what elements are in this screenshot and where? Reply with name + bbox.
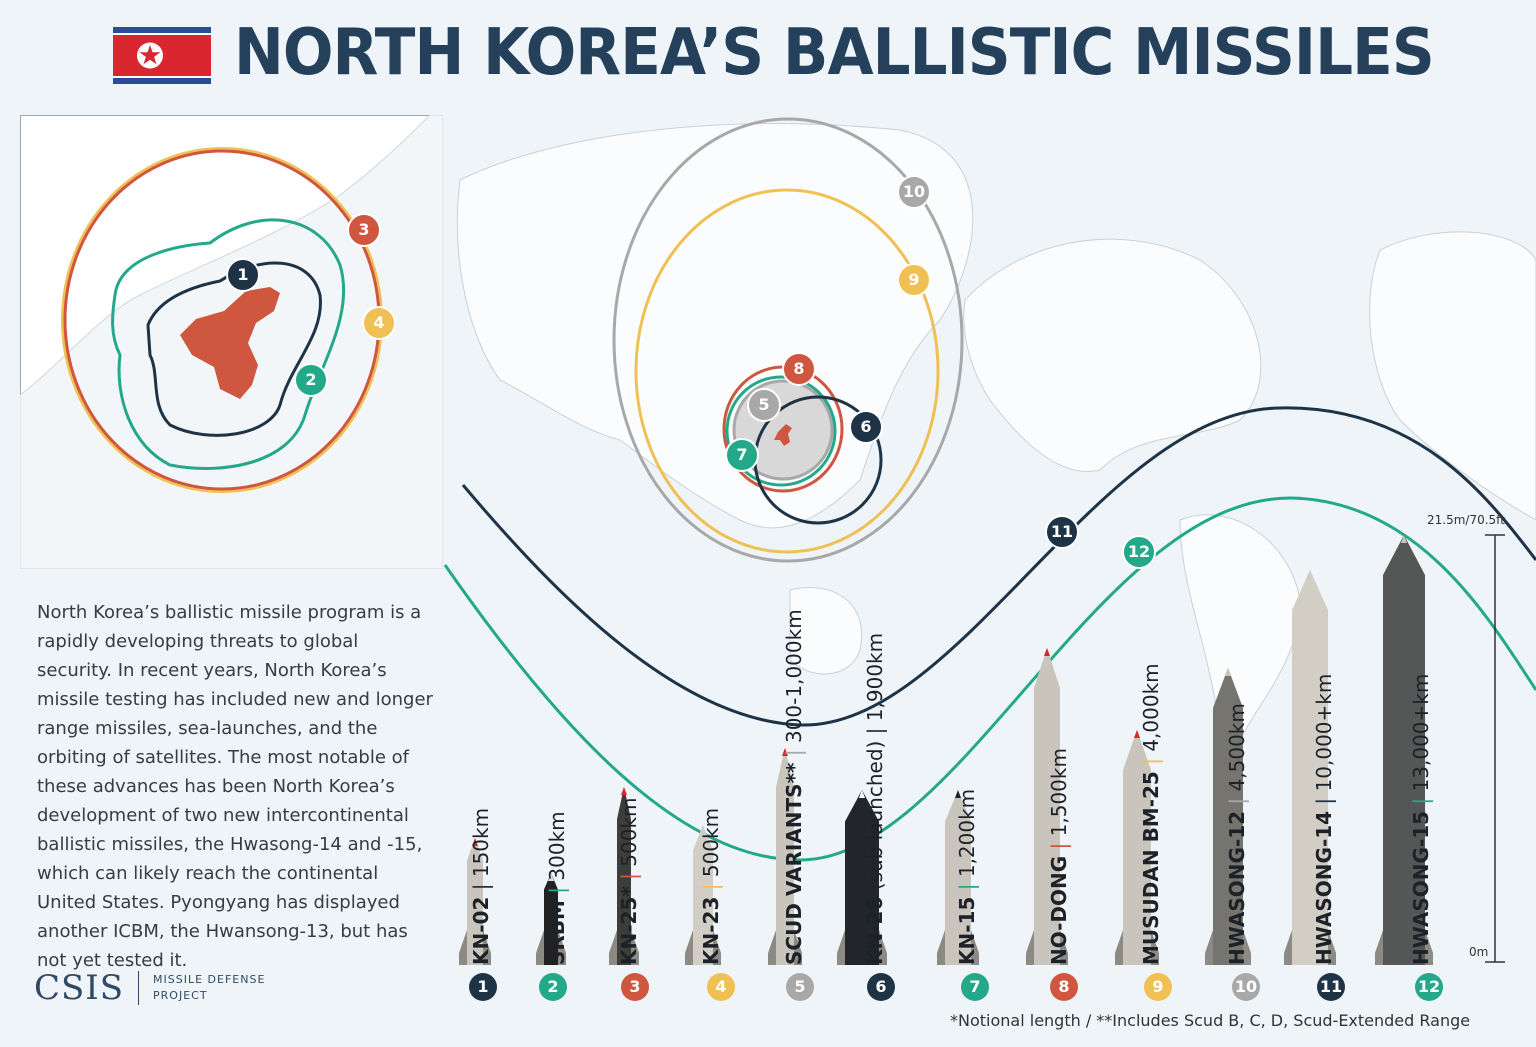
missile-8-shape	[1026, 648, 1068, 965]
map-marker-9: 9	[897, 263, 931, 297]
map-marker-11: 11	[1045, 515, 1079, 549]
map-marker-10: 10	[897, 175, 931, 209]
map-marker-12: 12	[1122, 535, 1156, 569]
missile-name: SRBM	[545, 900, 569, 965]
missile-1-shape	[459, 838, 491, 965]
missile-number-badge: 3	[621, 973, 649, 1001]
scale-bottom-label: 0m	[1469, 945, 1489, 959]
missile-range: 300-1,000km	[782, 609, 806, 744]
missile-number-badge: 7	[961, 973, 989, 1001]
inset-marker: 1	[226, 258, 260, 292]
scale-top-label: 21.5m/70.5ft	[1427, 513, 1505, 527]
missile-label: KN-26 (sub launched) | 1,900km	[863, 632, 887, 965]
north-korea-shape	[774, 424, 792, 446]
missile-label: SCUD VARIANTS** | 300-1,000km	[782, 609, 806, 965]
logo-name: CSIS	[34, 968, 125, 1008]
csis-logo: CSIS MISSILE DEFENSE PROJECT	[34, 968, 265, 1008]
missile-label: MUSUDAN BM-25 | 4,000km	[1139, 663, 1163, 965]
missile-number-badge: 12	[1415, 973, 1443, 1001]
missile-number-badge: 11	[1317, 973, 1345, 1001]
range-ring-9	[634, 188, 940, 554]
missile-label: KN-15 | 1,200km	[955, 788, 979, 965]
missile-number-badge: 5	[786, 973, 814, 1001]
missile-label: HWASONG-14 | 10,000+km	[1312, 673, 1336, 965]
continents	[456, 123, 1536, 749]
range-ring-10	[612, 117, 964, 563]
range-curve-11	[461, 406, 1536, 727]
missile-name: KN-25*	[617, 886, 641, 965]
range-ring-7	[725, 375, 837, 487]
missile-label: KN-23 | 500km	[699, 807, 723, 965]
missile-range: 500km	[617, 797, 641, 867]
missile-number-badge: 2	[539, 973, 567, 1001]
missile-range: 13,000+km	[1409, 673, 1433, 792]
inset-marker: 2	[294, 363, 328, 397]
north-korea-flag-icon	[113, 27, 211, 84]
page-title: NORTH KOREA’S BALLISTIC MISSILES	[234, 16, 1435, 90]
missile-number-badge: 1	[469, 973, 497, 1001]
missile-label: HWASONG-12 | 4,500km	[1225, 703, 1249, 965]
missile-label: HWASONG-15 | 13,000+km	[1409, 673, 1433, 965]
missile-range: 4,000km	[1139, 663, 1163, 752]
missile-name: HWASONG-12	[1225, 810, 1249, 965]
missile-name: KN-23	[699, 896, 723, 965]
missile-range: 500km	[699, 807, 723, 878]
map-marker-6: 6	[849, 410, 883, 444]
missile-label: KN-25* | 500km	[617, 797, 641, 965]
missile-4-shape	[685, 825, 721, 965]
missile-6-shape	[837, 790, 887, 965]
inset-korea-map	[20, 115, 443, 569]
missile-label: NO-DONG | 1,500km	[1047, 748, 1071, 965]
missile-5-shape	[768, 748, 802, 965]
missile-name: KN-02	[469, 896, 493, 965]
missile-2-shape	[536, 873, 566, 965]
map-marker-7: 7	[725, 438, 759, 472]
missile-number-badge: 8	[1050, 973, 1078, 1001]
missile-label: KN-02 | 150km	[469, 807, 493, 965]
missile-name: HWASONG-15	[1409, 810, 1433, 965]
missile-range: 10,000+km	[1312, 673, 1336, 792]
map-marker-5: 5	[747, 388, 781, 422]
missile-name: KN-15	[955, 896, 979, 965]
missile-range: 4,500km	[1225, 703, 1249, 792]
missile-11-shape	[1284, 570, 1336, 965]
missile-name: MUSUDAN BM-25	[1139, 771, 1163, 965]
footnote: *Notional length / **Includes Scud B, C,…	[950, 1011, 1471, 1030]
missile-label: SRBM | 300km	[545, 811, 569, 965]
range-curve-12	[443, 496, 1536, 862]
missile-name: NO-DONG	[1047, 855, 1071, 965]
missile-number-badge: 4	[707, 973, 735, 1001]
missile-range: 150km	[469, 807, 493, 878]
logo-line1: MISSILE DEFENSE	[153, 973, 266, 986]
missile-7-shape	[937, 790, 979, 965]
missile-range: 1,200km	[955, 788, 979, 878]
missile-3-shape	[609, 787, 639, 965]
map-marker-8: 8	[782, 352, 816, 386]
north-korea-shape	[180, 287, 280, 399]
inset-marker: 3	[347, 213, 381, 247]
inset-ring-2	[111, 218, 346, 470]
description-text: North Korea’s ballistic missile program …	[37, 602, 433, 971]
logo-line2: PROJECT	[153, 989, 208, 1002]
missile-note: (sub launched)	[863, 740, 887, 891]
missile-number-badge: 9	[1144, 973, 1172, 1001]
missile-number-badge: 6	[867, 973, 895, 1001]
missile-10-shape	[1205, 668, 1251, 965]
missile-9-shape	[1115, 730, 1159, 965]
inset-ring-1	[146, 261, 322, 437]
missile-range: 1,900km	[863, 632, 887, 722]
missile-number-badge: 10	[1232, 973, 1260, 1001]
inset-marker: 4	[362, 306, 396, 340]
missile-range: 1,500km	[1047, 748, 1071, 837]
missile-name: KN-26	[863, 896, 887, 965]
missile-name: HWASONG-14	[1312, 810, 1336, 965]
missile-range: 300km	[545, 811, 569, 881]
missile-name: SCUD VARIANTS**	[782, 762, 806, 965]
missile-12-shape	[1375, 535, 1433, 965]
